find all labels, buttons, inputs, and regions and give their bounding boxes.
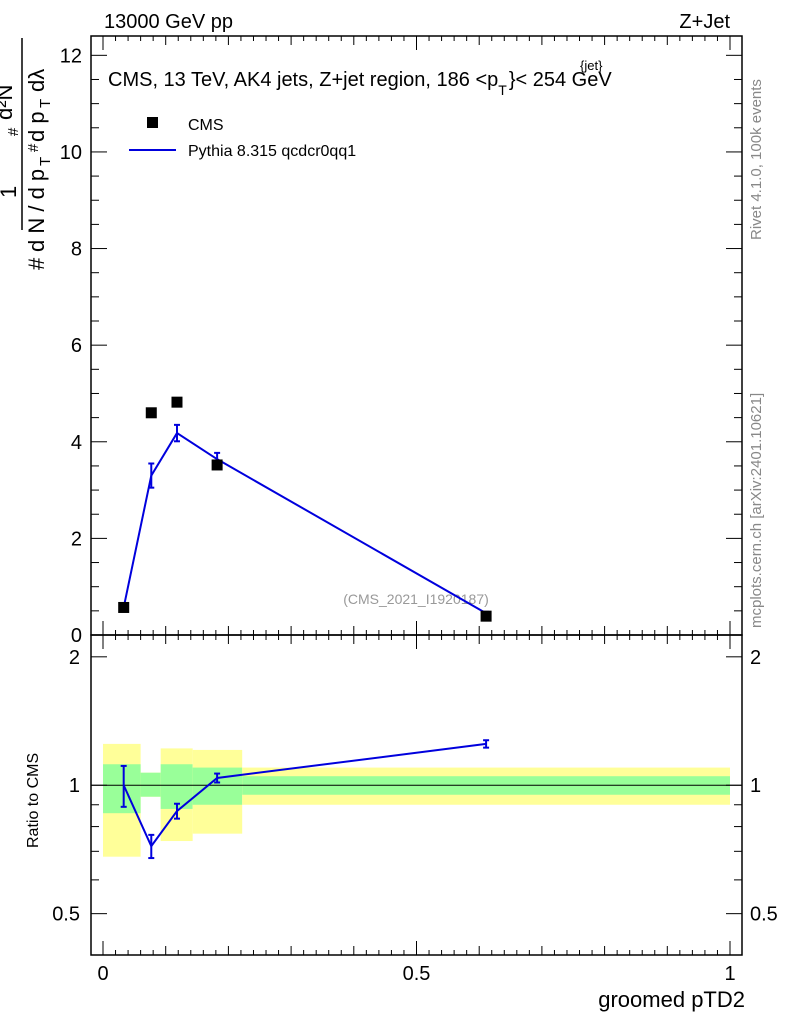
legend-pythia-label: Pythia 8.315 qcdcr0qq1: [188, 143, 356, 160]
cms-point: [171, 396, 183, 408]
green-band-0: [103, 764, 141, 814]
svg-text:dλ: dλ: [24, 69, 49, 92]
y-tick-label-main: 2: [71, 528, 82, 550]
svg-text:#: #: [24, 257, 49, 270]
svg-text:#: #: [25, 143, 42, 152]
y-tick-label-main: 8: [71, 239, 82, 261]
y-tick-label-ratio: 2: [69, 647, 80, 669]
watermark: (CMS_2021_I1920187): [343, 591, 489, 607]
y-tick-label-ratio-right: 1: [750, 775, 761, 797]
title-end: }< 254 GeV: [509, 69, 613, 91]
svg-text:d N / d p: d N / d p: [24, 169, 49, 252]
legend-cms-marker: [147, 117, 158, 128]
y-tick-label-main: 10: [60, 142, 82, 164]
y-tick-label-ratio-right: 0.5: [750, 904, 778, 926]
y-tick-label-main: 4: [71, 432, 82, 454]
y-tick-label-main: 6: [71, 335, 82, 357]
title-sup: {jet}: [580, 58, 603, 73]
legend: CMS Pythia 8.315 qcdcr0qq1: [129, 117, 356, 160]
cms-point: [145, 407, 157, 419]
y-tick-label-ratio-right: 2: [750, 647, 761, 669]
svg-text:#: #: [5, 127, 22, 136]
y-axis-label-ratio: Ratio to CMS: [25, 753, 42, 848]
y-tick-label-ratio: 0.5: [52, 904, 80, 926]
svg-text:1: 1: [0, 186, 21, 198]
y-tick-label-main: 12: [60, 45, 82, 67]
cms-point: [118, 601, 130, 613]
y-tick-label-main: 0: [71, 625, 82, 647]
main-mc-series: [120, 423, 490, 616]
y-axis-label-main: # d N / d p T 1 # d p T dλ # d²N: [0, 38, 54, 270]
svg-text:T: T: [37, 157, 54, 166]
cms-point: [211, 459, 223, 471]
svg-text:CMS, 13 TeV, AK4 jets, Z+jet r: CMS, 13 TeV, AK4 jets, Z+jet region, 186…: [108, 69, 612, 98]
svg-text:d²N: d²N: [0, 85, 17, 120]
title-main: CMS, 13 TeV, AK4 jets, Z+jet region, 186…: [108, 69, 498, 91]
x-tick-label: 0: [97, 963, 108, 985]
cms-point: [480, 610, 492, 622]
energy-label: 13000 GeV pp: [104, 11, 233, 33]
mc-line: [122, 431, 487, 615]
rivet-label: Rivet 4.1.0, 100k events: [748, 79, 765, 240]
svg-text:d p: d p: [24, 111, 49, 142]
green-band-1: [140, 772, 161, 797]
source-label: mcplots.cern.ch [arXiv:2401.10621]: [748, 393, 765, 628]
title-sub: T: [498, 82, 507, 98]
plot-title: CMS, 13 TeV, AK4 jets, Z+jet region, 186…: [108, 58, 612, 98]
y-tick-label-ratio: 1: [69, 775, 80, 797]
main-data-series: [118, 396, 492, 622]
legend-cms-label: CMS: [188, 117, 224, 134]
process-label: Z+Jet: [679, 11, 730, 33]
x-tick-label: 1: [724, 963, 735, 985]
ratio-bands: [103, 743, 730, 857]
svg-text:T: T: [37, 99, 54, 108]
x-axis-label: groomed pTD2: [598, 987, 745, 1012]
ratio-mc-series: [120, 739, 490, 860]
x-tick-label: 0.5: [403, 963, 431, 985]
